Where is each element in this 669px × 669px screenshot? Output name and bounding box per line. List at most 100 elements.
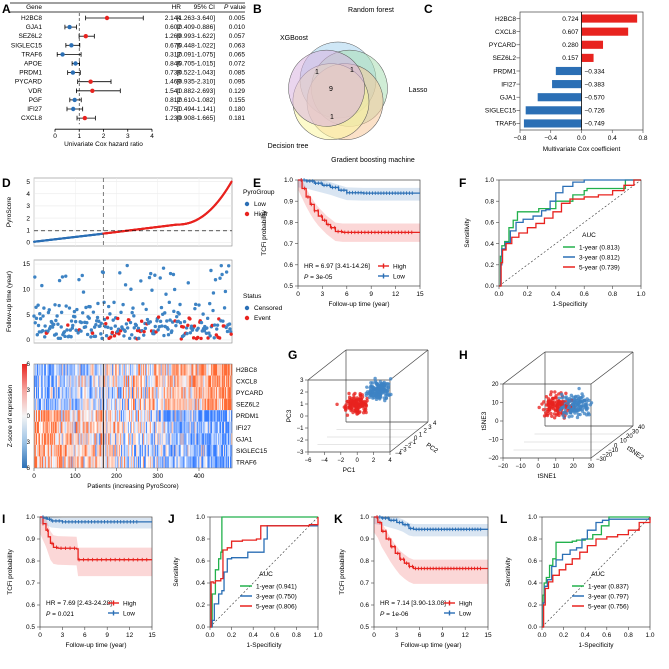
scatter3d-edge-depth-topleft [502,351,546,385]
heatmap-cell [198,433,200,445]
heatmap-cell [168,387,170,399]
heatmap-cell [119,410,121,422]
heatmap-cell [223,387,225,399]
scatter3d-point [574,394,578,399]
followup-point [156,328,160,332]
heatmap-cell [155,364,158,376]
heatmap-cell [39,433,42,445]
heatmap-cell [84,456,86,468]
heatmap-cell [212,364,214,376]
heatmap-cell [226,398,228,411]
heatmap-cell [68,387,70,399]
heatmap-cell [179,387,181,399]
heatmap-cell [180,387,182,399]
heatmap-cell [123,456,125,468]
panel-a-x-axis-label: Univariate Cox hazard ratio [64,141,143,148]
heatmap-cell [136,444,139,457]
scatter3d-x-tick-label: −10 [516,464,527,470]
followup-point [79,320,84,325]
heatmap-cell [104,456,106,468]
heatmap-cell [182,444,184,457]
heatmap-cell [203,410,205,422]
followup-point [132,326,136,330]
heatmap-cell [80,444,82,457]
heatmap-cell [36,398,39,411]
heatmap-cell [91,444,93,457]
followup-point [80,273,84,278]
pyroscore-y-tick-label: 2 [26,215,30,222]
heatmap-cell [217,387,219,399]
heatmap-cell [62,364,65,376]
heatmap-cell [151,410,154,422]
heatmap-cell [79,387,81,399]
heatmap-cell [37,456,40,468]
heatmap-cell [49,456,52,468]
heatmap-cell [91,433,93,445]
heatmap-cell [101,433,103,445]
heatmap-cell [52,456,55,468]
scatter3d-edge-depth-bottomright [590,425,634,459]
heatmap-cell [75,410,77,422]
heatmap-cell [51,410,54,422]
heatmap-cell [223,410,225,422]
heatmap-cell [202,421,204,434]
heatmap-cell [86,364,88,376]
heatmap-cell [151,433,154,445]
followup-point [211,291,216,295]
heatmap-cell [50,398,53,411]
heatmap-cell [143,444,146,457]
followup-point [105,316,110,320]
heatmap-cell [47,364,50,376]
heatmap-cell [154,387,157,399]
heatmap-cell [193,387,195,399]
heatmap-cell [105,410,107,422]
heatmap-cell [70,421,72,434]
heatmap-cell [73,433,75,445]
scatter3d-point [387,382,391,386]
heatmap-cell [99,375,101,388]
forest-gene-label: H2BC8 [21,15,42,22]
heatmap-cell [55,410,58,422]
heatmap-cell [34,375,37,388]
km-p-rest: = 0.021 [50,611,74,618]
heatmap-cell [178,421,180,434]
heatmap-cell [95,444,97,457]
heatmap-cell [143,364,146,376]
followup-point [58,336,63,341]
heatmap-x-axis-label: Patients (increasing PyroScore) [87,483,178,490]
km-y-axis-label: TCFi probability [7,548,14,594]
heatmap-cell [174,398,176,411]
heatmap-cell [228,456,230,468]
heatmap-cell [221,364,223,376]
heatmap-cell [37,421,40,434]
heatmap-cell [106,398,108,411]
followup-point [218,276,222,280]
heatmap-cell [192,410,194,422]
heatmap-cell [42,410,45,422]
heatmap-cell [214,410,216,422]
heatmap-cell [77,375,79,388]
heatmap-cell [159,444,162,457]
heatmap-cell [58,398,61,411]
heatmap-gene-label: TRAF6 [236,459,257,466]
heatmap-cell [225,398,227,411]
heatmap-cell [191,398,193,411]
heatmap-cell [49,387,52,399]
heatmap-cell [80,387,82,399]
heatmap-cell [40,444,43,457]
km-x-tick-label: 6 [345,291,349,298]
heatmap-cell [193,398,195,411]
heatmap-cell [44,444,47,457]
followup-point [101,270,106,275]
heatmap-cell [34,456,37,468]
heatmap-cell [81,444,83,457]
heatmap-cell [116,387,118,399]
scatter3d-point [365,385,369,389]
heatmap-cell [211,433,213,445]
followup-point [129,287,133,291]
heatmap-cell [74,444,76,457]
followup-point [211,308,215,313]
heatmap-cell [209,444,211,457]
roc-y-tick-label: 0.6 [528,558,537,565]
scatter3d-edge-depth-bottomright [389,421,429,453]
